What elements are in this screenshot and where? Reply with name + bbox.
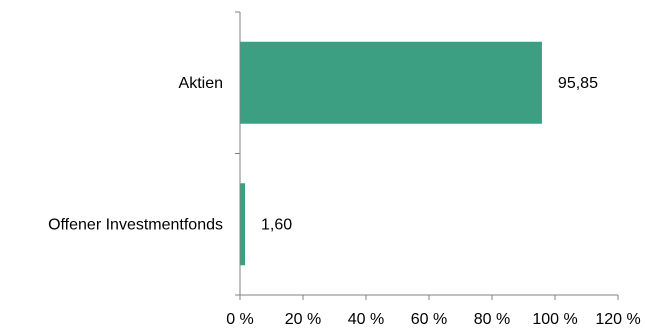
data-label: 95,85 [558,75,598,92]
x-tick-label: 0 % [226,311,254,328]
data-label: 1,60 [261,216,292,233]
x-tick-label: 100 % [532,311,577,328]
bar-aktien [240,41,542,124]
x-tick-label: 80 % [474,311,510,328]
category-label: Offener Investmentfonds [48,216,223,233]
category-label: Aktien [179,75,223,92]
x-tick-label: 120 % [595,311,640,328]
x-tick-label: 20 % [285,311,321,328]
bar-offener-investmentfonds [240,183,246,266]
x-tick-label: 60 % [411,311,447,328]
x-tick-label: 40 % [348,311,384,328]
